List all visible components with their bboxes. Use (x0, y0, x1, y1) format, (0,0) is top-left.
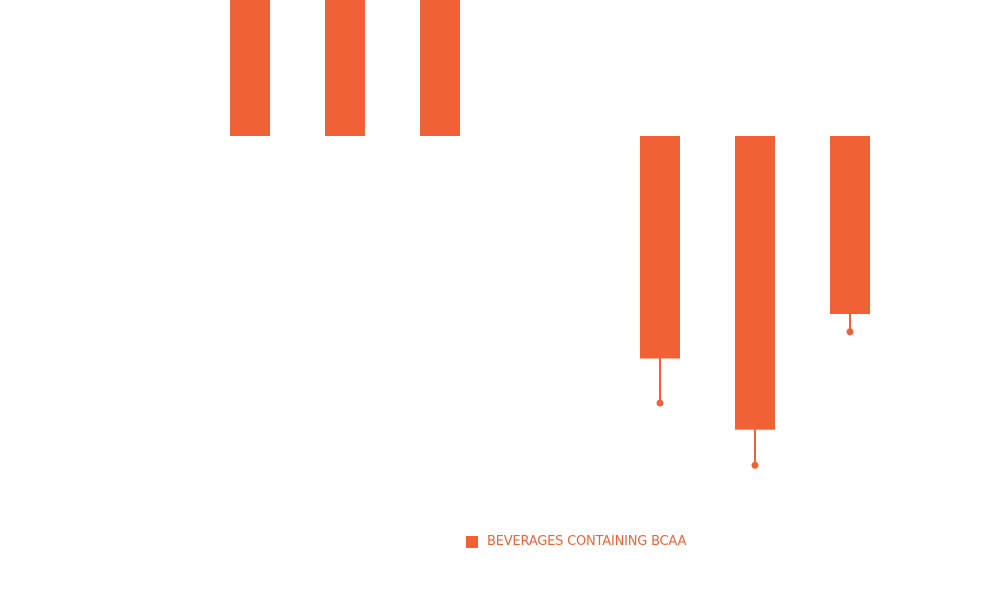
error-bar-cap-6 (846, 328, 854, 336)
bar-1[interactable] (230, 0, 270, 136)
legend-swatch (466, 536, 478, 548)
error-bar-cap-4 (656, 399, 664, 407)
legend: BEVERAGES CONTAINING BCAA (466, 534, 686, 550)
bar-6[interactable] (830, 136, 870, 314)
bar-4[interactable] (640, 136, 680, 359)
bar-3[interactable] (420, 0, 460, 136)
error-bar-cap-5 (751, 461, 759, 469)
bar-5[interactable] (735, 136, 775, 430)
legend-label: BEVERAGES CONTAINING BCAA (487, 534, 687, 549)
bar-2[interactable] (325, 0, 365, 136)
